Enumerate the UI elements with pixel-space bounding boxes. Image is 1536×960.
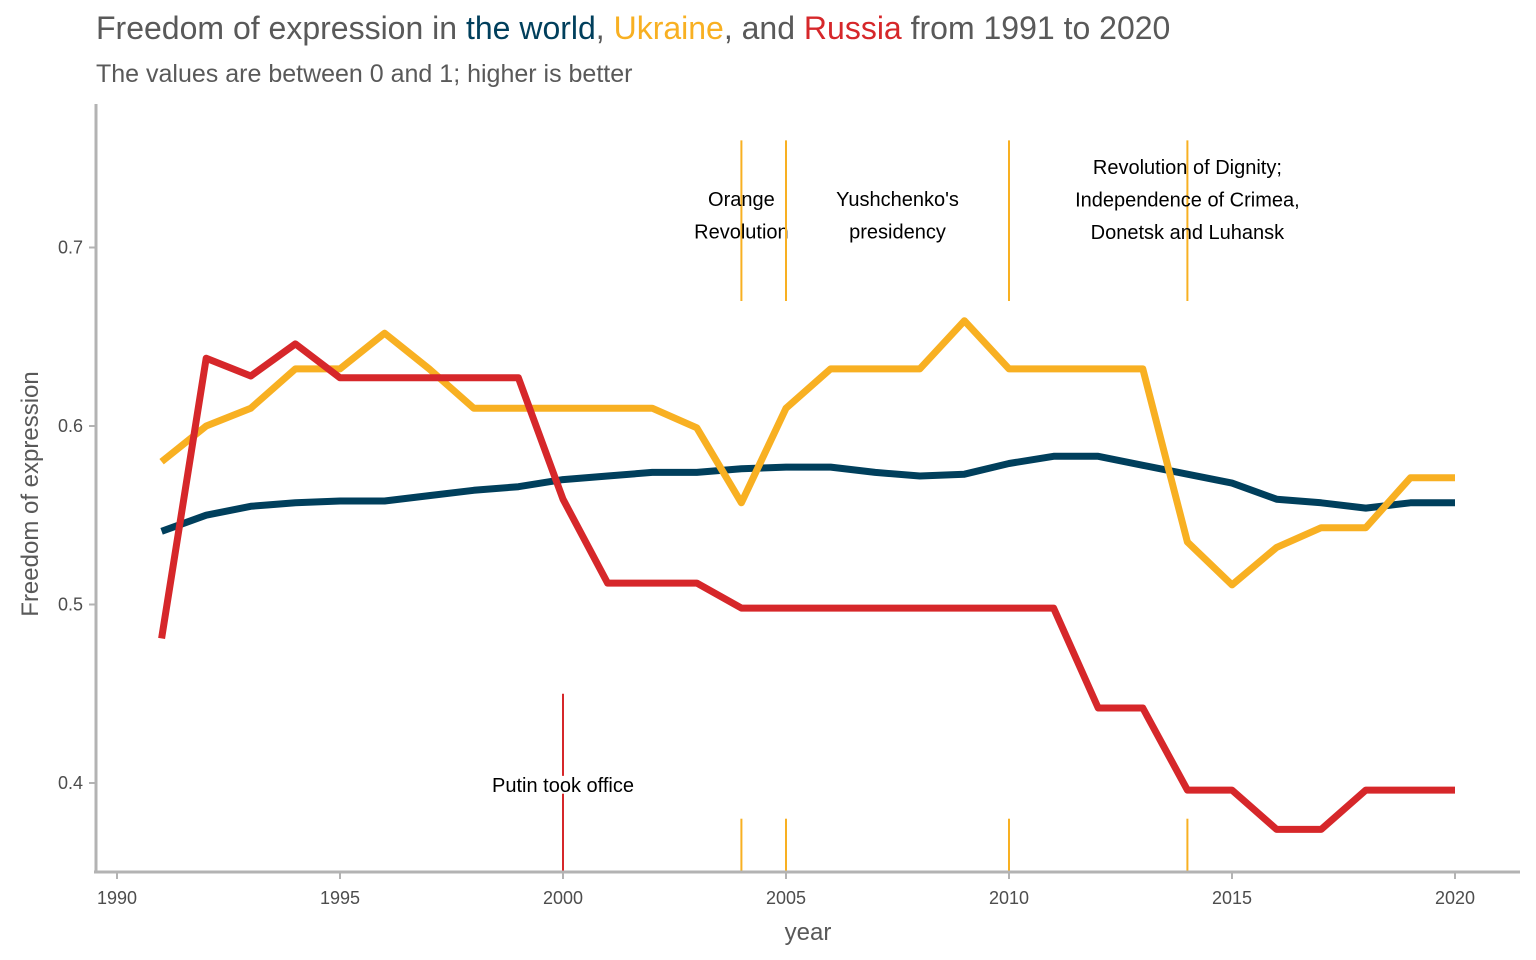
x-tick-label: 2000: [543, 888, 583, 908]
title-prefix: Freedom of expression in: [96, 10, 466, 46]
event-label: Revolution: [694, 222, 789, 244]
chart-title: Freedom of expression in the world, Ukra…: [96, 10, 1170, 47]
title-sep1: ,: [595, 10, 614, 46]
event-label: Putin took office: [492, 775, 634, 797]
title-world: the world: [465, 10, 596, 46]
series-line-ukraine: [159, 317, 1455, 589]
chart-subtitle: The values are between 0 and 1; higher i…: [96, 60, 633, 88]
title-ukraine: Ukraine: [613, 10, 724, 46]
event-label: Yushchenko's: [836, 189, 959, 211]
x-tick-label: 2020: [1435, 888, 1475, 908]
title-suffix: from 1991 to 2020: [901, 10, 1171, 46]
x-tick-label: 2010: [989, 888, 1029, 908]
series-line-the-world: [160, 452, 1455, 535]
event-label: presidency: [849, 222, 946, 244]
axes-layer: 1990 1995 2000 2005 2010 2015 2020 0.4 0.5 0.6 0.7: [58, 104, 1520, 908]
event-label: Donetsk and Luhansk: [1091, 222, 1285, 244]
x-tick-label: 1995: [320, 888, 360, 908]
y-tick-label: 0.5: [58, 595, 83, 615]
y-tick-label: 0.4: [58, 773, 83, 793]
y-tick-label: 0.6: [58, 416, 83, 436]
x-tick-label: 1990: [97, 888, 137, 908]
y-tick-label: 0.7: [58, 238, 83, 258]
x-axis-title: year: [785, 919, 832, 946]
event-label: Orange: [708, 189, 775, 211]
event-label: Revolution of Dignity;: [1093, 157, 1282, 179]
series-layer: [158, 317, 1455, 833]
y-axis-title: Freedom of expression: [17, 371, 44, 616]
x-tick-label: 2005: [766, 888, 806, 908]
title-russia: Russia: [803, 10, 902, 46]
x-tick-label: 2015: [1212, 888, 1252, 908]
series-line-russia: [158, 340, 1455, 833]
event-label: Independence of Crimea,: [1075, 189, 1300, 211]
title-sep2: , and: [723, 10, 804, 46]
annotations-layer: Putin took office Orange Revolution Yushche…: [492, 140, 1300, 873]
